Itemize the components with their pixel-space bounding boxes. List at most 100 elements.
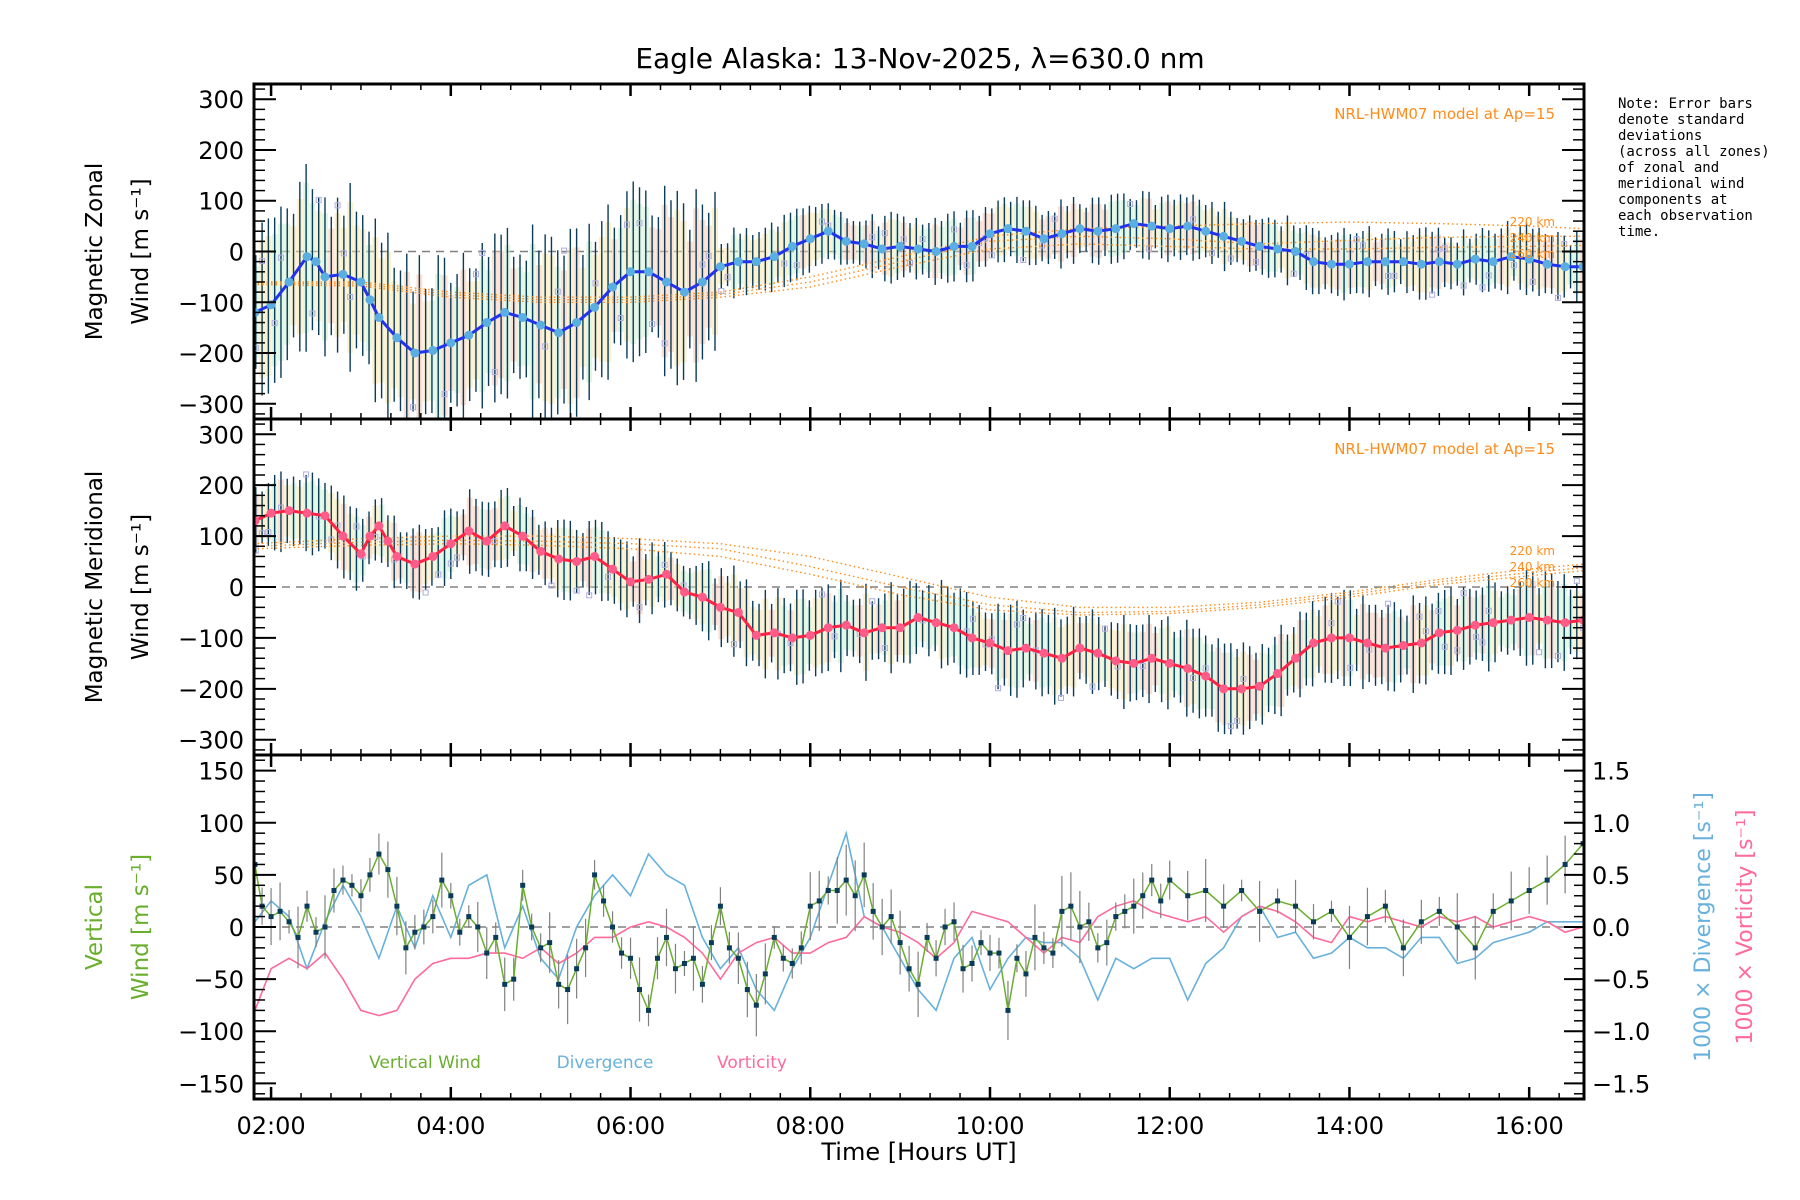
error-bars: [255, 471, 1584, 735]
vertical-wind-point: [690, 955, 696, 961]
mean-point: [949, 241, 959, 251]
scatter-point: [1441, 245, 1448, 252]
mean-point: [1560, 262, 1570, 272]
scatter-point: [277, 504, 284, 511]
scatter-point: [881, 230, 888, 237]
note-line: each observation: [1618, 208, 1753, 224]
vertical-wind-point: [1014, 955, 1020, 961]
y2-label-divergence: 1000 × Divergence [s⁻¹]: [1691, 792, 1716, 1062]
vertical-wind-point: [628, 955, 634, 961]
scatter-point: [724, 274, 731, 281]
scatter-point: [1479, 639, 1486, 646]
mean-point: [338, 269, 348, 279]
mean-point: [356, 549, 366, 559]
mean-point: [536, 546, 546, 556]
scatter-point: [1347, 664, 1354, 671]
vertical-wind-point: [1005, 1007, 1011, 1013]
scatter-point: [636, 220, 643, 227]
mean-point: [1111, 656, 1121, 666]
scatter-point: [309, 310, 316, 317]
mean-point: [1434, 628, 1444, 638]
mean-point: [1093, 226, 1103, 236]
mean-point: [644, 574, 654, 584]
vertical-wind-point: [403, 945, 409, 951]
mean-point: [464, 330, 474, 340]
scatter-point: [1127, 201, 1134, 208]
vertical-wind-point: [708, 940, 714, 946]
vertical-wind-point: [646, 1007, 652, 1013]
vertical-wind-point: [502, 981, 508, 987]
mean-point: [1309, 638, 1319, 648]
y-tick-label: 100: [198, 523, 244, 551]
mean-point: [1470, 254, 1480, 264]
scatter-point: [254, 547, 259, 554]
mean-point: [302, 508, 312, 518]
vertical-wind-point: [1418, 919, 1424, 925]
altitude-label: 240 km: [1510, 231, 1555, 245]
scatter-point: [1334, 598, 1341, 605]
note-line: time.: [1618, 224, 1660, 240]
mean-point: [518, 312, 528, 322]
mean-point: [1291, 247, 1301, 256]
scatter-point: [1234, 717, 1241, 724]
mean-point: [365, 531, 375, 541]
vertical-wind-point: [313, 929, 319, 935]
scatter-point: [347, 293, 354, 300]
scatter-point: [661, 340, 668, 347]
mean-point: [392, 333, 402, 343]
y-tick-label: 300: [198, 421, 244, 449]
scatter-point: [636, 604, 643, 611]
scatter-point: [1353, 236, 1360, 243]
vertical-wind-point: [969, 960, 975, 966]
vertical-wind-point: [924, 934, 930, 940]
scatter-point: [1051, 215, 1058, 222]
scatter-point: [1252, 259, 1259, 266]
vertical-wind-point: [583, 945, 589, 951]
mean-point: [1273, 244, 1283, 254]
vertical-wind-point: [394, 903, 400, 909]
mean-point: [1542, 259, 1552, 269]
vertical-wind-point: [448, 893, 454, 899]
scatter-point: [1139, 663, 1146, 670]
vertical-wind-point: [1311, 919, 1317, 925]
scatter-point: [661, 561, 668, 568]
scatter-point: [1554, 294, 1561, 301]
vertical-wind-point: [762, 971, 768, 977]
x-tick-label: 04:00: [416, 1112, 485, 1140]
vertical-wind-point: [1095, 945, 1101, 951]
scatter-point: [869, 234, 876, 241]
scatter-point: [963, 262, 970, 269]
y-tick-label: 0: [229, 239, 244, 267]
mean-point: [311, 257, 321, 267]
model-line-220-km: [254, 535, 1584, 609]
vertical-wind-point: [367, 872, 373, 878]
mean-point: [1039, 648, 1049, 658]
scatter-point: [1240, 675, 1247, 682]
y-tick-label: −200: [178, 676, 244, 704]
mean-point: [1434, 257, 1444, 267]
vertical-wind-point: [1472, 945, 1478, 951]
scatter-point: [995, 685, 1002, 692]
mean-point: [1524, 613, 1534, 623]
mean-point: [1470, 620, 1480, 630]
mean-point: [1003, 224, 1013, 234]
scatter-point: [649, 321, 656, 328]
mean-point: [805, 234, 815, 244]
scatter-point: [447, 560, 454, 567]
vertical-wind-point: [493, 934, 499, 940]
mean-point: [787, 241, 797, 251]
vertical-wind-point: [547, 940, 553, 946]
mean-point: [823, 623, 833, 633]
mean-point: [1380, 257, 1390, 267]
vertical-wind-point: [1032, 934, 1038, 940]
note-line: components at: [1618, 192, 1728, 208]
mean-point: [374, 312, 384, 322]
spread-shading: [254, 182, 1584, 419]
mean-point: [967, 241, 977, 251]
vertical-wind-point: [538, 945, 544, 951]
mean-point: [428, 345, 438, 355]
x-tick-label: 12:00: [1135, 1112, 1204, 1140]
scatter-point: [1190, 216, 1197, 223]
scatter-point: [410, 404, 417, 411]
vertical-wind-point: [619, 950, 625, 956]
